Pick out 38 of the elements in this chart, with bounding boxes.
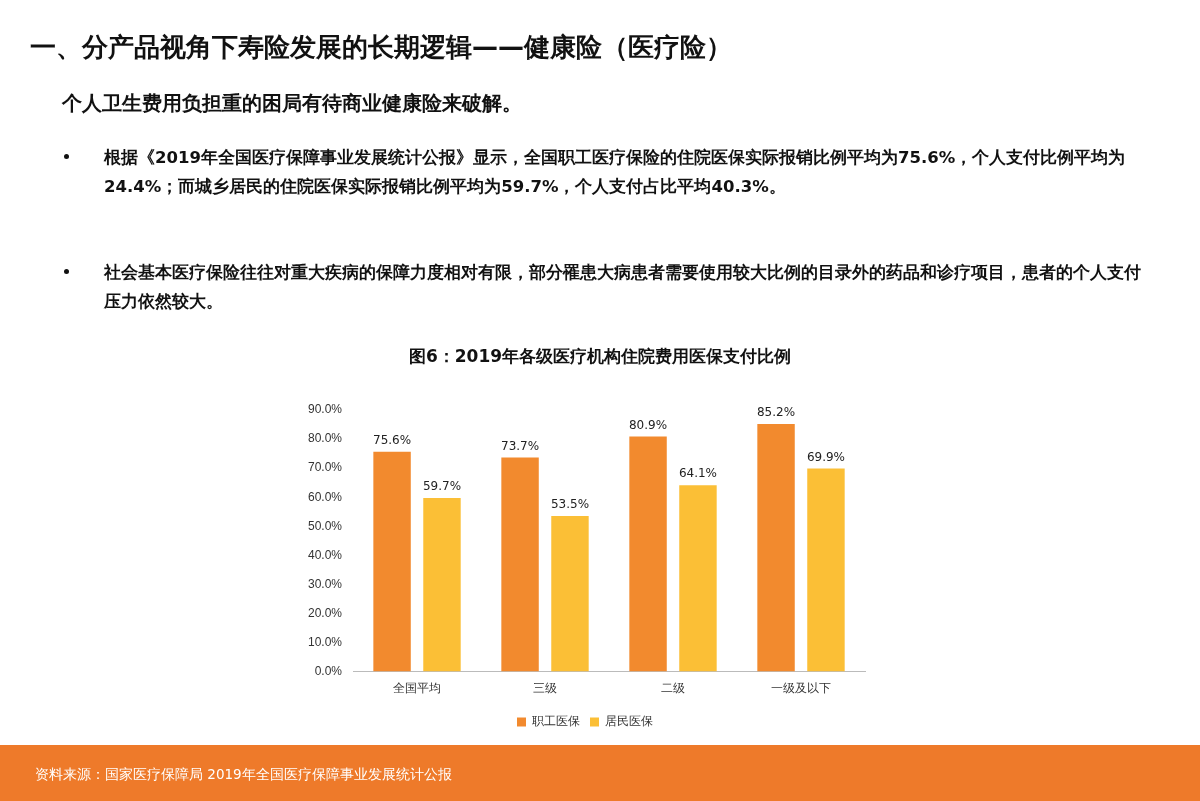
data-label: 53.5% xyxy=(550,497,590,512)
data-label: 85.2% xyxy=(756,405,796,420)
y-tick-label: 10.0% xyxy=(307,634,343,649)
text: 资料来源：国家医疗保障局 2019年全国医疗保障事业发展统计公报 xyxy=(35,766,452,784)
data-label: 69.9% xyxy=(806,449,846,464)
y-tick-label: 60.0% xyxy=(307,489,343,504)
legend-label: 职工医保 xyxy=(532,714,580,729)
data-label: 75.6% xyxy=(373,432,412,447)
x-tick-label: 一级及以下 xyxy=(771,681,831,696)
y-tick-label: 80.0% xyxy=(307,431,343,446)
y-tick-label: 30.0% xyxy=(307,576,343,591)
legend-label: 居民医保 xyxy=(605,714,653,729)
text: 根据《2019年全国医疗保障事业发展统计公报》显示，全国职工医疗保险的住院医保实际报销比例平均为75.6%，个人支付比例平均为24.4%；而城乡居民的住院医保实际报销比例平均为59.7%，个人支付占比平均40.3%。 xyxy=(104,147,1127,198)
bar xyxy=(679,485,717,672)
bar xyxy=(807,468,845,672)
data-label: 59.7% xyxy=(422,479,462,494)
caption: 图6：2019年各级医疗机构住院费用医保支付比例 xyxy=(407,345,793,368)
data-label: 64.1% xyxy=(678,466,718,481)
y-tick-label: 90.0% xyxy=(307,402,343,417)
bar xyxy=(629,436,667,672)
y-tick-label: 50.0% xyxy=(307,518,343,533)
chart-title: 一、分产品视角下寿险发展的长期逻辑——健康险（医疗险） xyxy=(30,31,732,64)
y-tick-label: 20.0% xyxy=(307,605,343,620)
bar xyxy=(551,516,589,672)
x-tick-label: 二级 xyxy=(661,681,686,696)
bar xyxy=(757,423,795,672)
data-label: 80.9% xyxy=(628,417,668,432)
y-tick-label: 0.0% xyxy=(314,663,343,678)
x-tick-label: 全国平均 xyxy=(393,681,442,696)
data-label: 73.7% xyxy=(500,438,540,453)
y-tick-label: 40.0% xyxy=(307,547,343,562)
bar xyxy=(501,457,539,672)
bar xyxy=(373,451,411,672)
y-tick-label: 70.0% xyxy=(307,460,343,475)
text: 社会基本医疗保险往往对重大疾病的保障力度相对有限，部分罹患大病患者需要使用较大比例的目录外的药品和诊疗项目，患者的个人支付压力依然较大。 xyxy=(104,262,1142,313)
x-tick-label: 三级 xyxy=(533,681,558,696)
bar xyxy=(423,498,461,672)
chart-subtitle: 个人卫生费用负担重的困局有待商业健康险来破解。 xyxy=(62,90,522,117)
